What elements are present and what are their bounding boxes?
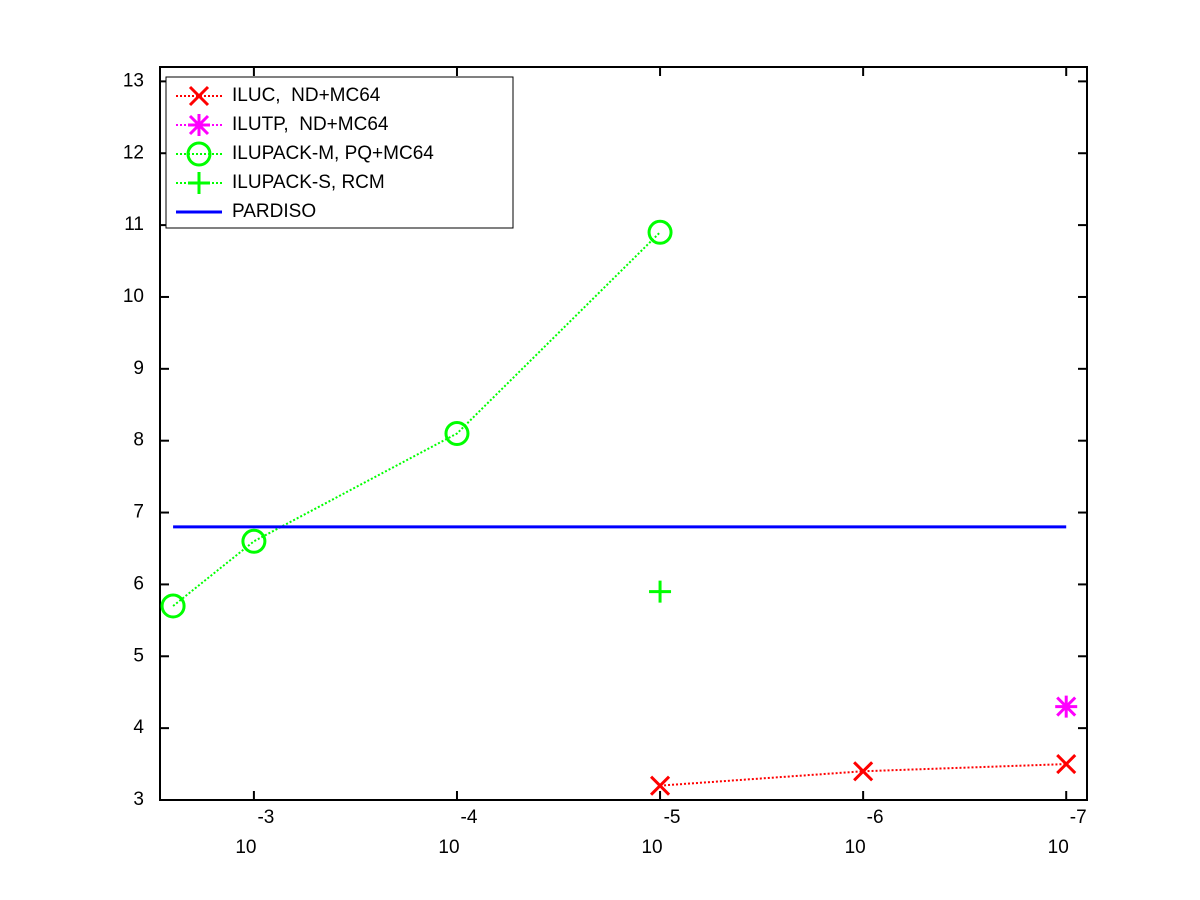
legend-marker [186,141,212,167]
x-tick-label: 10 [641,837,662,858]
x-tick-label: 10 [235,837,256,858]
data-point [160,593,186,619]
legend-marker [188,85,210,107]
x-tick-exponent: -7 [1070,807,1087,828]
legend-label: ILUTP, ND+MC64 [232,114,389,135]
y-tick-label: 8 [133,430,144,451]
legend-label: ILUPACK-S, RCM [232,172,385,193]
legend-marker [188,114,210,136]
y-tick-label: 10 [123,286,144,307]
data-point [241,528,267,554]
series-line [172,231,661,607]
data-point [853,761,874,782]
data-point [444,421,470,446]
x-tick-label: 10 [845,837,866,858]
y-tick-label: 3 [133,789,144,810]
x-tick-exponent: -4 [461,807,478,828]
data-point [649,580,672,603]
data-point [1056,754,1077,775]
y-tick-label: 11 [124,214,144,235]
y-tick-label: 4 [133,717,144,738]
y-tick-label: 12 [123,142,144,163]
legend-marker [188,172,210,194]
x-tick-exponent: -3 [257,807,274,828]
data-point [1055,695,1078,718]
legend-box [165,76,514,229]
y-tick-label: 5 [133,645,144,666]
legend-label: ILUPACK-M, PQ+MC64 [232,143,434,164]
x-tick-exponent: -6 [867,807,884,828]
x-tick-exponent: -5 [664,807,681,828]
y-tick-label: 7 [133,502,144,523]
legend-label: ILUC, ND+MC64 [232,85,381,106]
x-tick-label: 10 [1048,837,1069,858]
y-tick-label: 6 [133,573,144,594]
x-tick-label: 10 [438,837,459,858]
data-point [647,219,673,245]
data-point [649,775,671,796]
y-tick-label: 13 [123,70,144,91]
y-tick-label: 9 [133,358,144,379]
legend-label: PARDISO [232,201,316,222]
